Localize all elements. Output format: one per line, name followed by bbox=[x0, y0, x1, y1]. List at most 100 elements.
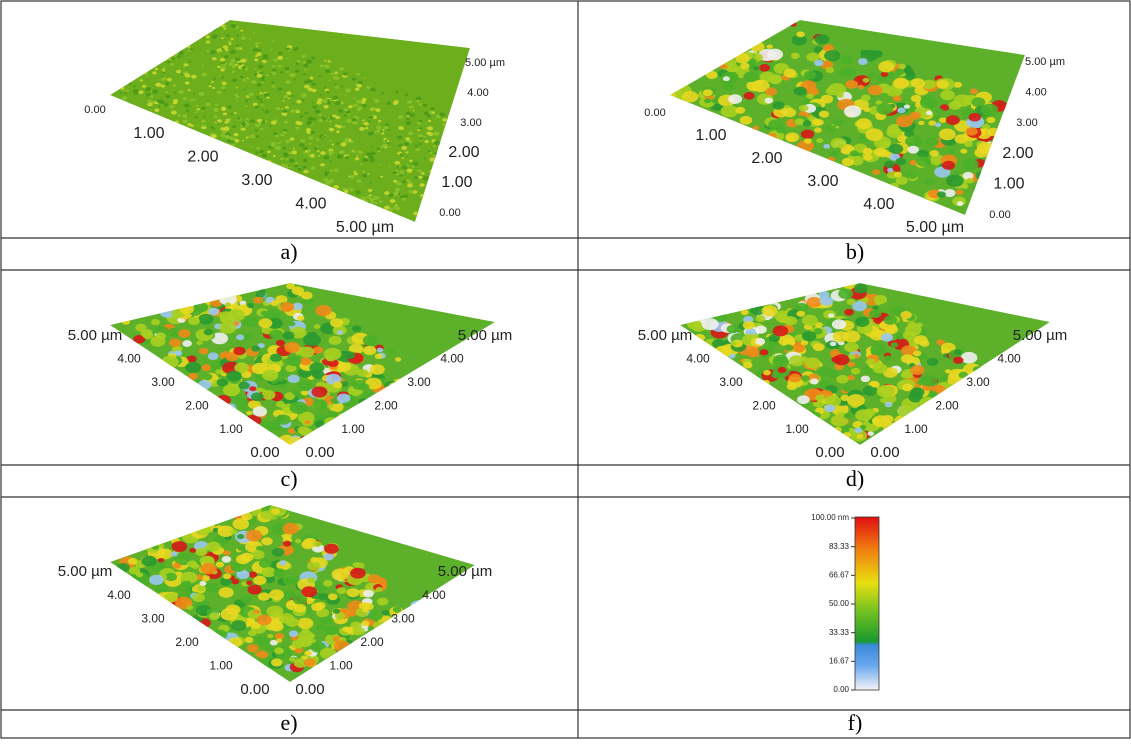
surface-bump bbox=[294, 165, 298, 168]
surface-bump bbox=[1050, 146, 1060, 153]
surface-bump bbox=[239, 47, 242, 49]
axis-tick-label: 4.00 bbox=[997, 352, 1021, 366]
surface-bump bbox=[185, 362, 201, 373]
surface-bump bbox=[911, 78, 925, 88]
surface-bump bbox=[503, 157, 507, 160]
surface-bump bbox=[374, 131, 377, 133]
surface-bump bbox=[323, 580, 332, 587]
surface-bump bbox=[903, 331, 916, 340]
surface-bump bbox=[228, 43, 231, 45]
surface-bump bbox=[337, 393, 351, 402]
surface-bump bbox=[277, 56, 283, 60]
surface-bump bbox=[977, 142, 994, 154]
surface-bump bbox=[292, 390, 300, 396]
surface-bump bbox=[352, 121, 358, 125]
surface-bump bbox=[254, 58, 258, 61]
surface-bump bbox=[246, 411, 252, 415]
surface-bump bbox=[178, 90, 183, 94]
surface-bump bbox=[244, 637, 253, 643]
surface-bump bbox=[295, 163, 297, 164]
surface-bump bbox=[319, 94, 321, 95]
surface-bump bbox=[280, 157, 284, 160]
surface-bump bbox=[801, 375, 809, 381]
surface-bump bbox=[420, 402, 428, 407]
surface-bump bbox=[332, 568, 349, 580]
surface-bump bbox=[398, 165, 401, 167]
axis-tick-label: 5.00 µm bbox=[336, 219, 394, 236]
surface-bump bbox=[303, 152, 306, 154]
surface-bump bbox=[420, 196, 425, 200]
surface-bump bbox=[832, 119, 843, 127]
surface-bump bbox=[893, 96, 902, 102]
surface-bump bbox=[414, 608, 431, 620]
surface-bump bbox=[307, 153, 311, 156]
surface-bump bbox=[310, 557, 318, 563]
surface-bump bbox=[763, 380, 770, 385]
surface-bump bbox=[965, 127, 977, 136]
surface-bump bbox=[203, 36, 206, 38]
surface-bump bbox=[911, 95, 922, 102]
surface-bump bbox=[289, 322, 296, 327]
surface-bump bbox=[427, 126, 433, 130]
axis-tick-label: 2.00 bbox=[187, 148, 218, 165]
colorbar bbox=[855, 517, 879, 690]
colorbar-tick-label: 66.67 bbox=[829, 570, 850, 579]
surface-bump bbox=[1039, 124, 1054, 135]
axis-tick-label: 4.00 bbox=[686, 352, 710, 366]
surface-bump bbox=[344, 351, 355, 359]
surface-bump bbox=[357, 150, 362, 154]
surface-bump bbox=[484, 157, 487, 159]
surface-bump bbox=[389, 382, 402, 391]
surface-bump bbox=[341, 142, 347, 146]
surface-bump bbox=[283, 131, 287, 134]
surface-bump bbox=[429, 170, 434, 173]
surface-bump bbox=[234, 112, 237, 114]
surface-bump bbox=[161, 77, 167, 81]
surface-bump bbox=[426, 132, 430, 135]
surface-bump bbox=[944, 189, 956, 197]
surface-bump bbox=[419, 127, 422, 129]
surface-bump bbox=[375, 196, 380, 199]
surface-bump bbox=[309, 77, 313, 80]
surface-bump bbox=[868, 85, 883, 95]
surface-bump bbox=[367, 201, 371, 204]
surface-bump bbox=[301, 540, 314, 549]
surface-bump bbox=[294, 79, 296, 80]
surface-bump bbox=[939, 375, 948, 381]
surface-bump bbox=[881, 72, 889, 77]
axis-tick-label: 3.00 bbox=[807, 173, 838, 190]
surface-bump bbox=[241, 127, 246, 131]
surface-bump bbox=[356, 155, 359, 157]
surface-bump bbox=[495, 135, 498, 137]
surface-bump bbox=[220, 69, 224, 72]
surface-bump bbox=[913, 350, 921, 356]
surface-bump bbox=[348, 114, 350, 115]
surface-bump bbox=[434, 380, 449, 390]
surface-bump bbox=[374, 99, 379, 103]
surface-bump bbox=[505, 147, 510, 150]
surface-bump bbox=[868, 73, 875, 78]
colorbar-tick-label: 50.00 bbox=[829, 599, 850, 608]
surface-bump bbox=[920, 97, 937, 109]
surface-bump bbox=[796, 31, 805, 37]
surface-bump bbox=[143, 72, 147, 75]
surface-bump bbox=[435, 387, 441, 391]
surface-bump bbox=[267, 634, 273, 638]
surface-bump bbox=[259, 72, 262, 74]
surface-bump bbox=[759, 64, 770, 72]
surface-bump bbox=[311, 166, 316, 169]
surface-bump bbox=[836, 375, 848, 384]
surface-bump bbox=[429, 152, 432, 154]
surface-bump bbox=[208, 308, 219, 316]
surface-bump bbox=[1045, 160, 1059, 170]
axis-tick-label: 2.00 bbox=[360, 635, 384, 649]
surface-bump bbox=[343, 115, 346, 117]
surface-bump bbox=[1074, 136, 1083, 142]
surface-bump bbox=[400, 144, 403, 146]
surface-bump bbox=[753, 66, 759, 70]
surface-bump bbox=[350, 175, 355, 179]
surface-bump bbox=[304, 166, 306, 168]
surface-bump bbox=[438, 196, 443, 199]
surface-bump bbox=[476, 136, 481, 140]
surface-bump bbox=[161, 356, 179, 368]
